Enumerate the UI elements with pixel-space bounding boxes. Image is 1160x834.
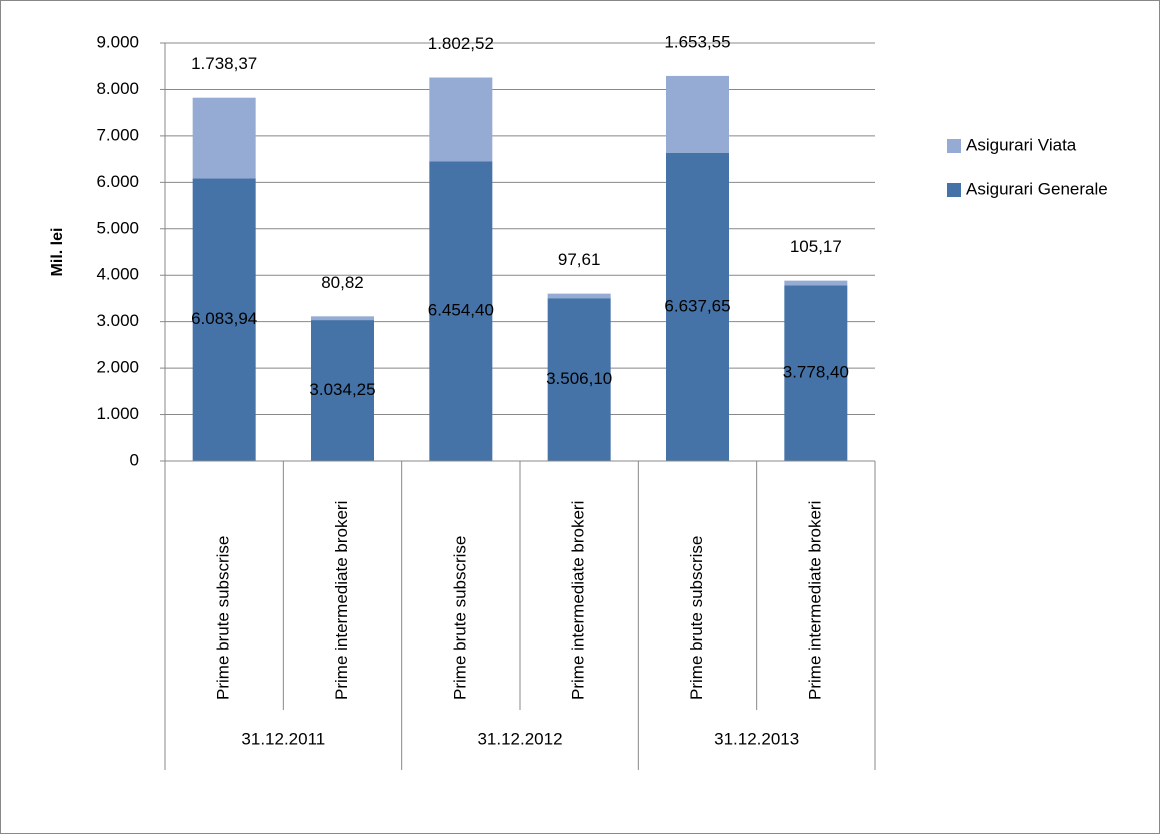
x-tick-label: Prime intermediate brokeri xyxy=(569,501,588,700)
x-tick-label: Prime intermediate brokeri xyxy=(332,501,351,700)
bar-segment xyxy=(784,285,848,461)
data-label: 3.506,10 xyxy=(546,369,612,388)
bar-segment xyxy=(311,320,374,461)
bar-segment xyxy=(429,77,493,162)
data-label: 6.637,65 xyxy=(664,296,730,315)
x-tick-label: Prime brute subscrise xyxy=(687,536,706,700)
bar-segment xyxy=(547,298,611,461)
y-tick-label: 4.000 xyxy=(96,265,139,284)
bar-segment xyxy=(192,97,256,179)
group-label: 31.12.2012 xyxy=(477,729,562,748)
bar-segment xyxy=(666,152,729,462)
legend-swatch xyxy=(947,183,961,197)
data-label: 1.738,37 xyxy=(191,54,257,73)
bar-segment xyxy=(192,178,256,461)
legend-label: Asigurari Generale xyxy=(966,179,1108,198)
y-tick-label: 9.000 xyxy=(96,32,139,51)
data-label: 3.778,40 xyxy=(783,363,849,382)
legend-swatch xyxy=(947,139,961,153)
data-label: 3.034,25 xyxy=(309,380,375,399)
bar-segment xyxy=(784,280,848,286)
y-axis-title: Mil. lei xyxy=(49,228,66,277)
x-tick-label: Prime intermediate brokeri xyxy=(805,501,824,700)
x-tick-label: Prime brute subscrise xyxy=(214,536,233,700)
data-label: 1.653,55 xyxy=(664,32,730,51)
data-label: 6.454,40 xyxy=(428,301,494,320)
bar-segment xyxy=(547,293,611,299)
y-tick-label: 3.000 xyxy=(96,311,139,330)
data-label: 1.802,52 xyxy=(428,34,494,53)
x-tick-label: Prime brute subscrise xyxy=(450,536,469,700)
bar-segment xyxy=(311,316,374,321)
y-tick-label: 5.000 xyxy=(96,218,139,237)
y-tick-label: 6.000 xyxy=(96,172,139,191)
y-tick-label: 7.000 xyxy=(96,125,139,144)
data-label: 97,61 xyxy=(558,250,601,269)
data-label: 80,82 xyxy=(321,273,364,292)
y-tick-label: 1.000 xyxy=(96,404,139,423)
y-tick-label: 0 xyxy=(130,450,139,469)
bar-segment xyxy=(666,75,729,153)
group-label: 31.12.2013 xyxy=(714,729,799,748)
data-label: 6.083,94 xyxy=(191,309,257,328)
legend-label: Asigurari Viata xyxy=(966,135,1077,154)
data-label: 105,17 xyxy=(790,237,842,256)
y-tick-label: 2.000 xyxy=(96,358,139,377)
y-tick-label: 8.000 xyxy=(96,79,139,98)
group-label: 31.12.2011 xyxy=(241,729,325,748)
bar-segment xyxy=(429,161,493,461)
